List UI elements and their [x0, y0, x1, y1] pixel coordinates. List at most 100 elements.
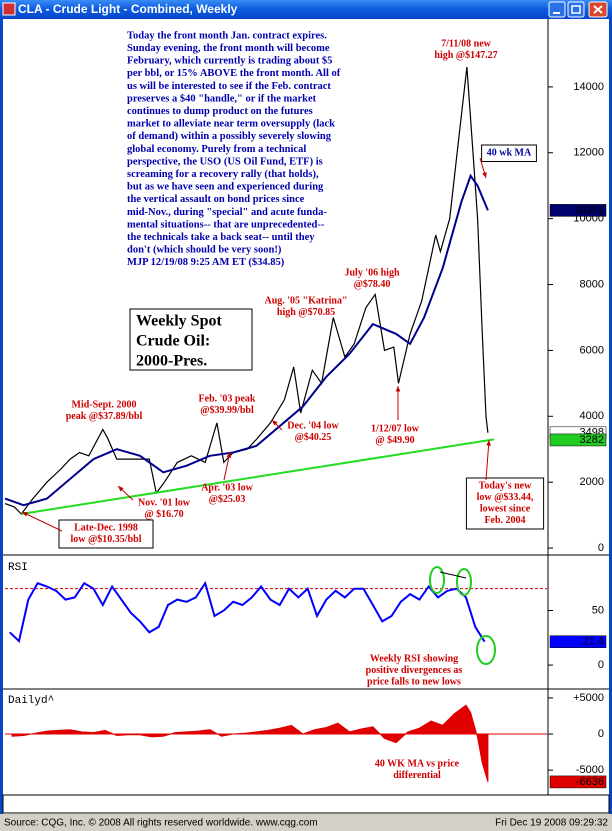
value-box-label: 21.4: [583, 636, 604, 648]
title-box-line: Weekly Spot: [136, 313, 222, 330]
value-box: [549, 433, 607, 447]
app-icon: [2, 2, 16, 16]
annotation: Feb. '03 peak: [199, 393, 256, 404]
commentary-line: MJP 12/19/08 9:25 AM ET ($34.85): [127, 257, 285, 268]
commentary-line: February, which currently is trading abo…: [127, 56, 332, 67]
arrow: [485, 439, 490, 481]
annotation: Today's new: [479, 480, 532, 491]
arrow: [21, 511, 63, 532]
window-border-right: [609, 19, 612, 814]
arrow-head: [482, 172, 487, 178]
annotation: Apr. '03 low: [201, 482, 253, 493]
commentary-line: screaming for a recovery rally (that hol…: [127, 169, 319, 180]
window-border-left: [0, 19, 3, 814]
commentary-line: of demand) within a possibly severely sl…: [127, 131, 332, 142]
minimize-button[interactable]: [548, 1, 566, 18]
commentary-line: don't (which should be very soon!): [127, 245, 282, 256]
commentary-line: Today the front month Jan. contract expi…: [127, 30, 327, 41]
annotation: Feb. 2004: [484, 515, 525, 526]
commentary-line: continues to dump product on the futures: [127, 106, 313, 117]
title-box-line: Crude Oil:: [136, 333, 210, 350]
commentary-line: but as we have seen and experienced duri…: [127, 182, 324, 193]
line: [4, 173, 489, 507]
commentary-line: perspective, the USO (US Oil Fund, ETF) …: [127, 156, 323, 167]
annotation: @ $16.70: [144, 509, 183, 520]
maximize-button[interactable]: [567, 1, 585, 18]
value-box: [549, 204, 607, 217]
commentary-line: mid-Nov., during "special" and acute fun…: [127, 207, 327, 218]
annotation: high @$147.27: [434, 50, 497, 61]
y-tick-label: 2000: [580, 476, 604, 488]
annotation: differential: [393, 770, 441, 781]
annotation: 40 WK MA vs price: [375, 758, 460, 769]
line: [4, 67, 489, 515]
y-tick-label: 4000: [580, 410, 604, 422]
highlight-ellipse: [456, 568, 472, 596]
window-title: CLA - Crude Light - Combined, Weekly: [18, 2, 238, 16]
y-tick-label: 12000: [573, 147, 604, 159]
annotation: @$39.99/bbl: [200, 405, 254, 416]
value-box-label: -6636: [576, 776, 604, 788]
y-tick-label: -5000: [576, 764, 604, 776]
annotation: low @$10.35/bbl: [71, 534, 142, 545]
annotation: @$40.25: [295, 432, 332, 443]
annotation-box: [481, 144, 537, 162]
annotation: low @$33.44,: [477, 492, 534, 503]
annotation: high @$70.85: [277, 307, 335, 318]
annotation: Late-Dec. 1998: [74, 522, 138, 533]
title-box-line: 2000-Pres.: [136, 353, 207, 370]
arrow-head: [118, 486, 124, 492]
commentary-line: Sunday evening, the front month will bec…: [127, 43, 330, 54]
line: [21, 438, 495, 515]
annotation: Weekly RSI showing: [370, 653, 458, 664]
value-box: [549, 775, 607, 789]
arrow-head: [272, 420, 278, 426]
commentary-line: us will be interested to see if the Feb.…: [127, 81, 331, 92]
highlight-ellipse: [476, 635, 496, 665]
annotation: lowest since: [480, 503, 531, 514]
close-icon: [593, 5, 603, 14]
arrow-head: [395, 386, 401, 392]
highlight-ellipse: [429, 566, 445, 594]
arrow-head: [486, 440, 491, 446]
time-axis: [2, 794, 610, 814]
annotation: price falls to new lows: [367, 676, 461, 687]
annotation: 7/11/08 new: [441, 38, 492, 49]
annotation: Mid-Sept. 2000: [72, 399, 137, 410]
maximize-icon: [571, 5, 581, 14]
annotation: @ $49.90: [375, 435, 414, 446]
title-bar: [0, 0, 612, 19]
y-tick-label: 0: [598, 542, 604, 554]
y-tick-label: 6000: [580, 344, 604, 356]
annotation: peak @$37.89/bbl: [66, 411, 143, 422]
value-box-label: 3282: [580, 434, 604, 446]
annotation: 1/12/07 low: [371, 423, 420, 434]
annotation: Aug. '05 "Katrina": [264, 295, 347, 306]
commentary-line: per bbl, or 15% ABOVE the front month. A…: [127, 68, 341, 79]
y-tick-label: 8000: [580, 278, 604, 290]
annotation: Nov. '01 low: [138, 497, 191, 508]
area: [11, 704, 489, 783]
commentary-line: the vertical assault on bond prices sinc…: [127, 194, 305, 205]
footer-timestamp: Fri Dec 19 2008 09:29:32: [495, 818, 608, 829]
footer-source: Source: CQG, Inc. © 2008 All rights rese…: [4, 818, 318, 829]
line: [9, 580, 486, 644]
arrow-head: [226, 452, 232, 458]
panel-label: Dailyd^: [8, 695, 54, 707]
y-tick-label: +5000: [573, 692, 604, 704]
y-tick-label: 0: [598, 659, 604, 671]
value-box-label: 10251: [573, 204, 604, 216]
value-box: [549, 635, 607, 648]
commentary-line: preserves a $40 "handle," or if the mark…: [127, 93, 317, 104]
commentary-line: global economy. Purely from a technical: [127, 144, 306, 155]
annotation-box: [465, 477, 545, 530]
annotation: 40 wk MA: [487, 147, 532, 158]
annotation: @$78.40: [354, 279, 391, 290]
arrow-head: [22, 512, 28, 517]
annotation: July '06 high: [344, 267, 399, 278]
annotation: Dec. '04 low: [287, 420, 339, 431]
y-tick-label: 14000: [573, 81, 604, 93]
commentary-line: market to alleviate near term oversupply…: [127, 119, 335, 130]
